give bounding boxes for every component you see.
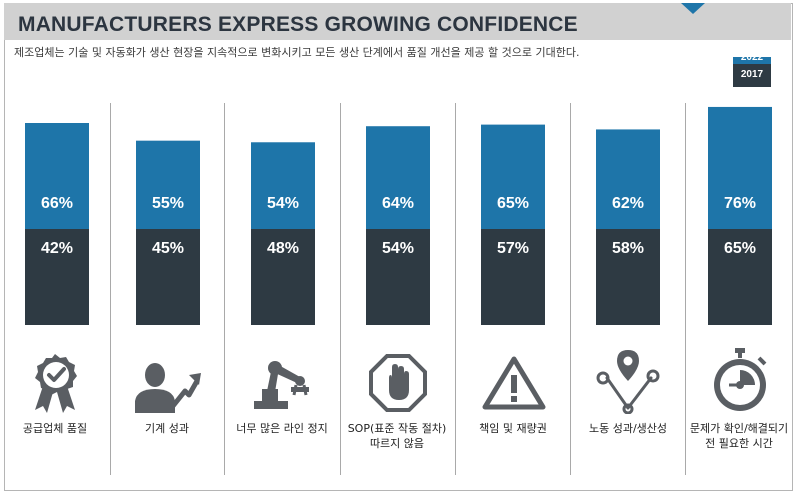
bar-2022 (25, 123, 89, 229)
legend-swatch-2017 (733, 64, 771, 87)
category-label: 공급업체 품질 (0, 421, 110, 436)
data-label-2022: 76% (724, 195, 756, 212)
data-label-2017: 48% (267, 240, 299, 257)
data-label-2022: 64% (382, 195, 414, 212)
category-label: 책임 및 재량권 (458, 421, 568, 436)
legend-label-2017: 2017 (740, 69, 764, 80)
category-label: SOP(표준 작동 절차) 따르지 않음 (342, 421, 452, 451)
category-label-line2: 따르지 않음 (369, 437, 425, 450)
legend-label-2022: 2022 (740, 52, 764, 63)
bar-2017 (366, 229, 430, 325)
robot-arm-icon (254, 361, 309, 409)
category-label: 문제가 확인/해결되기 전 필요한 시간 (684, 421, 794, 451)
person-growth-icon (135, 363, 201, 413)
stopwatch-icon (714, 348, 767, 411)
column-divider (570, 103, 571, 475)
data-label-2022: 62% (612, 195, 644, 212)
data-label-2022: 55% (152, 195, 184, 212)
data-label-2022: 66% (41, 195, 73, 212)
data-label-2017: 42% (41, 240, 73, 257)
column-divider (224, 103, 225, 475)
category-label-line1: 공급업체 품질 (22, 422, 88, 435)
header-bar: MANUFACTURERS EXPRESS GROWING CONFIDENCE (4, 3, 791, 40)
data-label-2017: 58% (612, 240, 644, 257)
category-label-line1: 노동 성과/생산성 (588, 422, 668, 435)
data-label-2017: 45% (152, 240, 184, 257)
data-label-2022: 54% (267, 195, 299, 212)
category-label: 너무 많은 라인 정지 (227, 421, 337, 436)
column-divider (340, 103, 341, 475)
category-label-line1: 문제가 확인/해결되기 (689, 422, 789, 435)
bar-2017 (708, 229, 772, 325)
data-label-2017: 57% (497, 240, 529, 257)
bar-2022 (596, 129, 660, 229)
bar-2017 (596, 229, 660, 325)
category-label-line2: 전 필요한 시간 (705, 437, 773, 450)
category-label-line1: 너무 많은 라인 정지 (236, 422, 328, 435)
column-divider (685, 103, 686, 475)
bar-2017 (481, 229, 545, 325)
warning-icon (482, 356, 546, 410)
bar-2017 (251, 229, 315, 325)
data-label-2017: 54% (382, 240, 414, 257)
category-label-line1: 기계 성과 (145, 422, 189, 435)
bar-2022 (366, 126, 430, 229)
subtitle: 제조업체는 기술 및 자동화가 생산 현장을 지속적으로 변화시키고 모든 생산… (14, 46, 580, 59)
location-path-icon (596, 350, 660, 414)
bar-2022 (251, 142, 315, 229)
column-divider (110, 103, 111, 475)
column-divider (455, 103, 456, 475)
category-label: 기계 성과 (112, 421, 222, 436)
bar-2022 (481, 124, 545, 229)
award-ribbon-icon (35, 354, 77, 413)
category-label-line1: SOP(표준 작동 절차) (347, 422, 447, 435)
bar-2022 (136, 140, 200, 229)
corner-triangle-icon (681, 3, 705, 14)
legend: 2022 2017 (733, 52, 771, 87)
legend-swatch-2022 (733, 57, 771, 64)
stop-hand-icon (369, 354, 427, 412)
category-label: 노동 성과/생산성 (573, 421, 683, 436)
bar-2017 (136, 229, 200, 325)
data-label-2022: 65% (497, 195, 529, 212)
category-label-line1: 책임 및 재량권 (479, 422, 547, 435)
bar-2022 (708, 106, 772, 229)
bar-2017 (25, 229, 89, 325)
page-title: MANUFACTURERS EXPRESS GROWING CONFIDENCE (18, 13, 578, 36)
data-label-2017: 65% (724, 240, 756, 257)
